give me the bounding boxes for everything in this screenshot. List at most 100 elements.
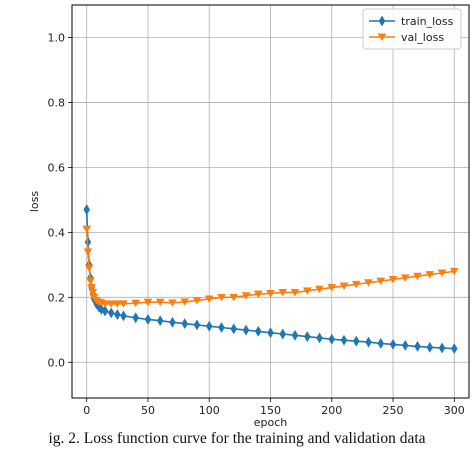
data-point-marker — [451, 343, 458, 355]
data-point-marker — [352, 335, 360, 347]
legend-item: train_loss — [369, 15, 454, 28]
data-point-marker — [365, 336, 372, 348]
data-point-marker — [266, 289, 275, 298]
data-point-marker — [193, 319, 201, 331]
legend-box — [362, 8, 462, 50]
data-point-marker — [302, 287, 312, 295]
data-point-marker — [87, 284, 97, 292]
data-point-marker — [316, 332, 323, 344]
x-axis-label: epoch — [254, 416, 288, 429]
data-point-marker — [132, 312, 140, 324]
data-point-marker — [155, 298, 165, 307]
data-point-marker — [106, 300, 116, 308]
data-point-marker — [279, 328, 287, 340]
x-tick-label: 50 — [141, 404, 155, 417]
data-point-marker — [168, 299, 177, 307]
loss-chart: 0 50 100 150 200 250 300 0.0 0.2 0.4 0.6 0.8 1.0 ep… — [28, 4, 470, 429]
data-point-marker — [388, 276, 398, 284]
y-axis-ticks: 0.0 0.2 0.4 0.6 0.8 1.0 — [48, 31, 72, 369]
data-point-marker — [426, 341, 434, 353]
data-point-marker — [84, 264, 94, 273]
data-point-marker — [100, 300, 110, 308]
data-point-marker — [401, 339, 409, 351]
data-point-marker — [377, 33, 387, 42]
x-tick-label: 200 — [321, 404, 342, 417]
x-tick-label: 300 — [444, 404, 465, 417]
series-val-loss — [82, 225, 459, 308]
x-tick-label: 250 — [383, 404, 404, 417]
data-point-marker — [143, 298, 153, 307]
data-point-marker — [400, 274, 410, 282]
data-point-marker — [242, 324, 250, 336]
x-tick-label: 150 — [260, 404, 281, 417]
data-point-marker — [156, 315, 164, 327]
data-point-marker — [120, 310, 127, 322]
y-tick-label: 0.2 — [48, 291, 66, 304]
data-point-marker — [253, 290, 263, 299]
data-point-marker — [83, 248, 93, 256]
legend-label: train_loss — [401, 15, 454, 28]
y-tick-label: 0.6 — [48, 161, 66, 174]
data-point-marker — [377, 337, 385, 349]
data-point-marker — [437, 269, 447, 278]
y-axis-label: loss — [28, 191, 41, 213]
legend-label: val_loss — [401, 31, 444, 44]
y-tick-label: 0.4 — [48, 226, 66, 239]
data-point-marker — [254, 325, 262, 337]
data-point-marker — [425, 271, 435, 279]
data-point-marker — [229, 293, 239, 302]
plot-frame — [71, 4, 470, 399]
data-point-marker — [267, 327, 274, 339]
data-point-marker — [290, 288, 300, 297]
data-point-marker — [82, 225, 92, 234]
data-point-marker — [204, 295, 214, 304]
data-point-marker — [112, 300, 122, 308]
data-point-marker — [131, 299, 141, 308]
data-point-marker — [389, 338, 397, 350]
grid — [72, 5, 469, 398]
data-point-marker — [364, 279, 373, 287]
data-point-marker — [328, 333, 336, 345]
data-point-marker — [414, 340, 421, 352]
data-point-marker — [241, 292, 251, 300]
data-point-marker — [205, 320, 213, 332]
y-tick-label: 0.8 — [48, 96, 66, 109]
legend: train_loss val_loss — [362, 8, 462, 50]
data-point-marker — [101, 305, 109, 317]
data-point-marker — [315, 285, 324, 294]
data-point-marker — [107, 307, 115, 319]
data-point-marker — [278, 288, 288, 297]
legend-item: val_loss — [369, 31, 444, 44]
data-point-marker — [303, 331, 311, 343]
figure-caption: ig. 2. Loss function curve for the train… — [48, 430, 426, 447]
data-point-marker — [192, 297, 202, 305]
data-point-marker — [119, 300, 128, 308]
x-tick-label: 100 — [199, 404, 220, 417]
data-point-marker — [291, 329, 299, 341]
data-point-marker — [181, 318, 189, 330]
data-point-marker — [217, 293, 226, 302]
data-point-marker — [180, 298, 190, 306]
data-point-marker — [449, 267, 459, 276]
data-point-marker — [169, 316, 176, 328]
data-point-marker — [83, 204, 90, 216]
data-point-marker — [351, 280, 361, 289]
series-layer — [82, 204, 459, 355]
x-axis-ticks: 0 50 100 150 200 250 300 — [83, 398, 465, 417]
data-point-marker — [376, 277, 386, 286]
data-point-marker — [339, 282, 349, 291]
data-point-marker — [114, 309, 121, 321]
data-point-marker — [230, 323, 238, 335]
data-point-marker — [327, 284, 337, 292]
data-point-marker — [218, 322, 225, 334]
x-tick-label: 0 — [83, 404, 90, 417]
y-tick-label: 1.0 — [48, 31, 66, 44]
data-point-marker — [88, 288, 98, 297]
data-point-marker — [144, 313, 152, 325]
y-tick-label: 0.0 — [48, 356, 66, 369]
data-point-marker — [85, 277, 95, 286]
data-point-marker — [340, 334, 348, 346]
data-point-marker — [438, 342, 446, 354]
data-point-marker — [413, 272, 422, 281]
data-point-marker — [378, 15, 386, 27]
